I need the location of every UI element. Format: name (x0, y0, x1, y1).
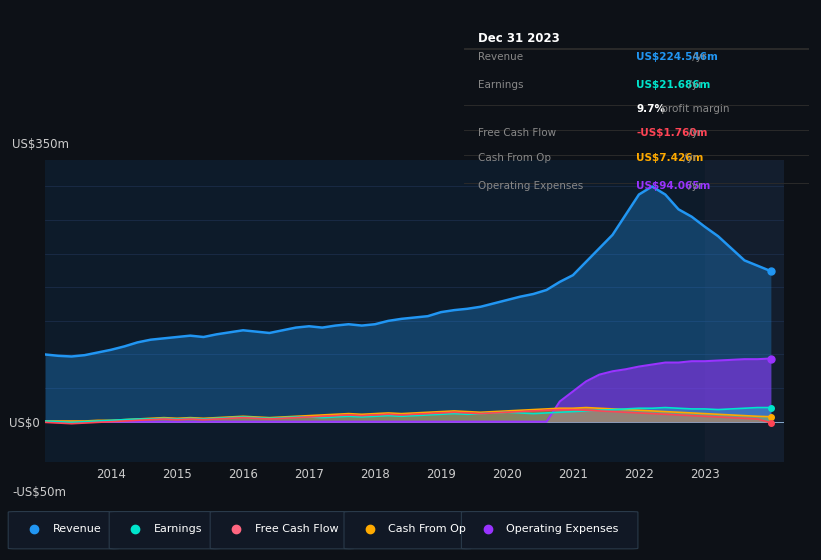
Text: Earnings: Earnings (154, 524, 202, 534)
Text: -US$50m: -US$50m (11, 486, 66, 499)
Text: Free Cash Flow: Free Cash Flow (478, 128, 556, 138)
Text: Operating Expenses: Operating Expenses (478, 181, 583, 190)
FancyBboxPatch shape (210, 512, 354, 549)
Text: Revenue: Revenue (53, 524, 101, 534)
Text: Operating Expenses: Operating Expenses (506, 524, 618, 534)
Text: /yr: /yr (685, 181, 702, 190)
Text: Cash From Op: Cash From Op (478, 153, 551, 164)
Text: US$94.065m: US$94.065m (636, 181, 711, 190)
Text: profit margin: profit margin (658, 104, 729, 114)
Text: US$350m: US$350m (11, 138, 69, 151)
Text: US$21.686m: US$21.686m (636, 80, 711, 90)
Text: Dec 31 2023: Dec 31 2023 (478, 32, 559, 45)
Text: /yr: /yr (680, 153, 697, 164)
Text: /yr: /yr (689, 52, 706, 62)
Text: Earnings: Earnings (478, 80, 523, 90)
FancyBboxPatch shape (109, 512, 220, 549)
Text: Cash From Op: Cash From Op (388, 524, 466, 534)
Text: /yr: /yr (685, 80, 702, 90)
Text: /yr: /yr (685, 128, 702, 138)
FancyBboxPatch shape (8, 512, 119, 549)
FancyBboxPatch shape (461, 512, 638, 549)
Text: 9.7%: 9.7% (636, 104, 665, 114)
FancyBboxPatch shape (344, 512, 471, 549)
Text: US$7.426m: US$7.426m (636, 153, 704, 164)
Text: Free Cash Flow: Free Cash Flow (255, 524, 338, 534)
Text: US$224.546m: US$224.546m (636, 52, 718, 62)
Text: -US$1.760m: -US$1.760m (636, 128, 708, 138)
Text: Revenue: Revenue (478, 52, 523, 62)
Bar (705, 160, 784, 462)
